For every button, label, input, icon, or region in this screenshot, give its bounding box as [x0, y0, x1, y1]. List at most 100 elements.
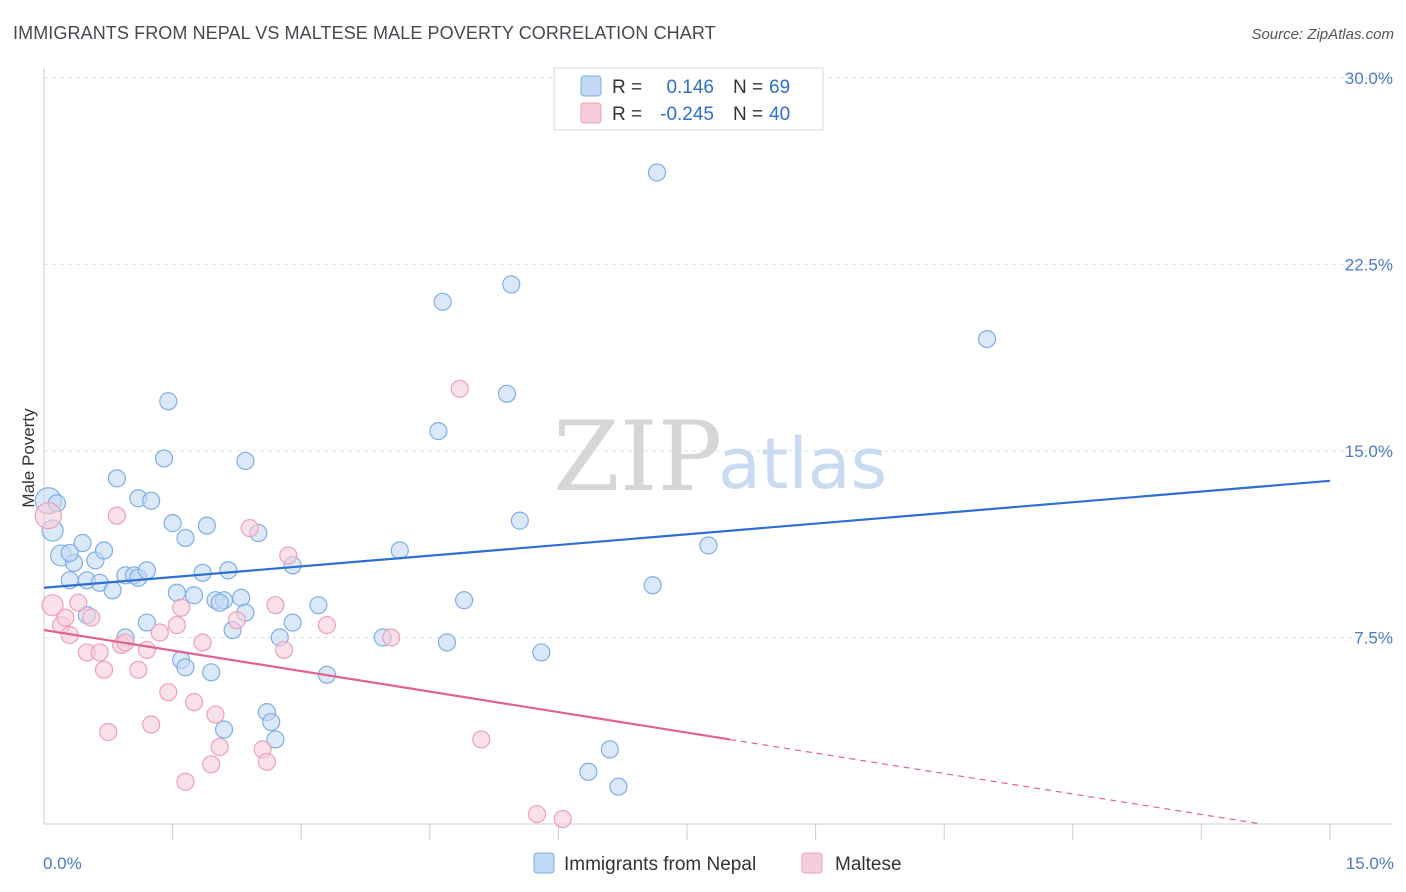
nepal-point-60: [579, 762, 598, 781]
maltese-point-23: [193, 633, 212, 652]
maltese-point-28: [240, 518, 259, 538]
trend-lines: [43, 479, 1331, 825]
maltese-point-30: [257, 752, 277, 771]
watermark-zip: ZIP: [553, 401, 722, 513]
nepal-point-56: [502, 275, 521, 294]
maltese-point-24: [202, 755, 221, 774]
nepal-point-61: [600, 740, 619, 759]
nepal-point-39: [202, 663, 221, 682]
nepal-point-27: [167, 583, 186, 602]
nepal-point-14: [137, 561, 156, 580]
maltese-point-1: [41, 594, 64, 617]
nepal-point-49: [214, 720, 234, 739]
nepal-point-63: [647, 163, 667, 182]
chart-source: Source: ZipAtlas.com: [1251, 26, 1394, 43]
nepal-point-64: [643, 576, 662, 595]
maltese-point-25: [206, 705, 225, 724]
legend-n-value-maltese: 40: [769, 104, 790, 125]
nepal-point-67: [60, 543, 79, 563]
bottom-legend-label-maltese: Maltese: [835, 854, 902, 875]
maltese-point-0: [34, 502, 62, 530]
nepal-point-21: [176, 528, 195, 548]
maltese-point-39: [553, 809, 572, 829]
maltese-point-16: [142, 715, 161, 734]
maltese-point-5: [69, 593, 88, 612]
legend-r-value-nepal: 0.146: [666, 77, 714, 98]
maltese-point-35: [382, 628, 401, 647]
legend-n-label-maltese: N =: [733, 104, 763, 125]
legend: R = 0.146 N = 69 R = -0.245 N = 40: [553, 67, 824, 131]
maltese-point-11: [107, 506, 126, 525]
y-axis-label: Male Poverty: [19, 408, 38, 508]
nepal-point-15: [107, 469, 126, 488]
nepal-point-32: [210, 593, 229, 612]
bottom-legend: Immigrants from Nepal Maltese: [533, 852, 902, 875]
bottom-legend-label-nepal: Immigrants from Nepal: [564, 854, 756, 875]
nepal-point-18: [154, 449, 174, 468]
maltese-point-18: [159, 683, 178, 702]
nepal-point-47: [262, 712, 281, 732]
chart-title: IMMIGRANTS FROM NEPAL VS MALTESE MALE PO…: [13, 23, 716, 43]
nepal-point-28: [184, 586, 204, 605]
nepal-point-35: [137, 613, 156, 632]
series-1: [34, 379, 572, 829]
nepal-point-17: [142, 491, 161, 510]
nepal-point-4: [73, 533, 92, 553]
nepal-point-38: [176, 658, 195, 677]
points: [34, 163, 997, 829]
maltese-point-38: [527, 804, 547, 824]
nepal-point-65: [699, 536, 718, 555]
legend-swatch-maltese: [580, 102, 602, 124]
y-tick-label-3: 30.0%: [1345, 69, 1393, 88]
y-tick-labels: 7.5% 15.0% 22.5% 30.0%: [1345, 69, 1393, 648]
maltese-point-33: [279, 546, 298, 565]
maltese-point-34: [317, 615, 337, 635]
maltese-point-3: [56, 608, 75, 627]
maltese-point-20: [172, 598, 191, 617]
legend-n-label-nepal: N =: [733, 77, 763, 98]
nepal-point-6: [94, 541, 114, 560]
nepal-point-20: [163, 514, 182, 533]
nepal-point-25: [236, 451, 255, 471]
maltese-point-17: [150, 623, 169, 642]
nepal-point-24: [219, 561, 238, 580]
x-tick-label-min: 0.0%: [43, 854, 82, 873]
legend-r-label-nepal: R =: [612, 77, 642, 98]
trend-line-0: [43, 479, 1331, 589]
maltese-point-36: [450, 379, 469, 398]
maltese-point-7: [82, 608, 101, 627]
maltese-point-21: [176, 772, 195, 791]
nepal-point-66: [977, 330, 997, 349]
nepal-point-62: [609, 777, 628, 796]
nepal-point-52: [433, 292, 452, 311]
watermark-atlas: atlas: [718, 423, 887, 505]
y-tick-label-2: 22.5%: [1345, 256, 1393, 275]
nepal-point-22: [193, 563, 212, 582]
nepal-point-31: [232, 588, 251, 607]
legend-r-label-maltese: R =: [612, 104, 642, 125]
nepal-point-53: [429, 422, 448, 441]
nepal-point-54: [454, 591, 474, 610]
bottom-legend-swatch-nepal: [533, 852, 555, 874]
maltese-point-19: [167, 615, 186, 635]
maltese-point-26: [210, 737, 229, 757]
x-tick-label-max: 15.0%: [1346, 854, 1394, 873]
maltese-point-22: [184, 693, 204, 712]
gridlines: [44, 77, 1392, 638]
maltese-point-27: [227, 610, 246, 630]
nepal-point-57: [497, 384, 517, 403]
nepal-point-44: [309, 596, 328, 615]
nepal-point-55: [437, 633, 457, 652]
trend-line-1: [43, 628, 731, 741]
maltese-point-14: [129, 660, 148, 679]
nepal-point-43: [283, 613, 302, 632]
nepal-point-51: [390, 541, 409, 560]
trend-line-ext-1: [729, 738, 1262, 825]
y-tick-label-0: 7.5%: [1354, 629, 1393, 648]
maltese-point-8: [90, 643, 109, 662]
legend-r-value-maltese: -0.245: [660, 104, 714, 125]
nepal-point-58: [510, 511, 529, 530]
legend-n-value-nepal: 69: [769, 77, 790, 98]
watermark: ZIP atlas: [553, 401, 887, 513]
